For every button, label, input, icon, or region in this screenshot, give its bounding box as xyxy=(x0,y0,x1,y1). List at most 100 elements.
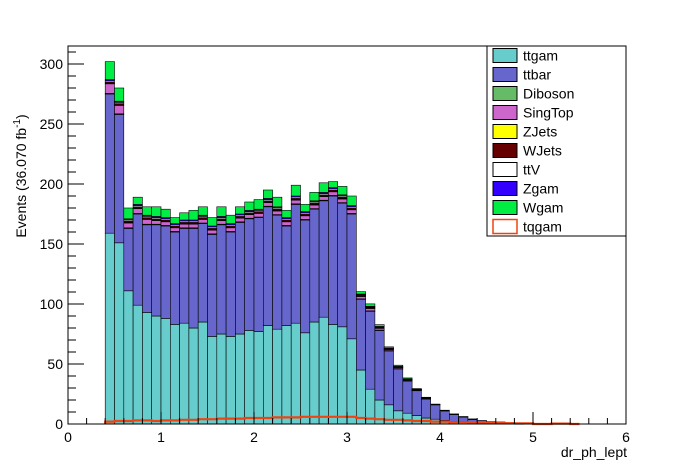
x-axis-title: dr_ph_lept xyxy=(561,444,627,460)
bar-wgam-6 xyxy=(160,208,171,218)
legend-label-ttgam: ttgam xyxy=(523,48,558,64)
bar-ttbar-31 xyxy=(393,368,404,412)
bar-ttbar-11 xyxy=(207,234,218,337)
axes: 0 1 2 3 4 5 6 0 50 100 150 200 250 300 xyxy=(40,51,630,445)
legend-label-wjets: WJets xyxy=(523,143,562,159)
bar-wgam-26 xyxy=(346,195,357,206)
y-tick-label: 300 xyxy=(40,56,64,72)
bar-singtop-23 xyxy=(318,196,329,201)
bar-ttbar-32 xyxy=(402,380,413,414)
x-tick-label: 2 xyxy=(250,429,258,445)
bar-wgam-1 xyxy=(114,87,125,102)
bar-singtop-11 xyxy=(207,229,218,235)
bar-ttgam-9 xyxy=(188,327,199,425)
bar-ttbar-29 xyxy=(374,330,385,401)
legend-swatch-singtop xyxy=(492,105,518,120)
bar-wgam-5 xyxy=(151,206,162,217)
bar-singtop-6 xyxy=(160,221,171,226)
bar-singtop-5 xyxy=(151,220,162,225)
legend-label-diboson: Diboson xyxy=(523,86,574,102)
legend-swatch-zjets xyxy=(492,124,518,139)
bar-singtop-12 xyxy=(216,220,227,225)
bar-ttbar-15 xyxy=(244,218,255,331)
bar-singtop-4 xyxy=(142,219,152,225)
bar-wgam-23 xyxy=(318,182,329,193)
bar-ttgam-19 xyxy=(281,325,292,425)
bar-ttbar-28 xyxy=(365,310,376,390)
bar-wgam-38 xyxy=(458,416,469,418)
bar-singtop-3 xyxy=(132,208,143,214)
bar-ttgam-20 xyxy=(290,322,301,425)
bar-wgam-0 xyxy=(104,61,115,80)
bar-ttbar-22 xyxy=(309,208,320,323)
bar-wgam-20 xyxy=(290,184,301,197)
bar-singtop-17 xyxy=(262,202,273,207)
x-tick-label: 3 xyxy=(343,429,351,445)
bar-ttbar-4 xyxy=(142,224,152,313)
bar-singtop-16 xyxy=(253,213,264,218)
bar-wgam-4 xyxy=(142,206,152,216)
bar-ttgam-17 xyxy=(262,325,273,425)
bar-wgam-27 xyxy=(355,291,366,295)
bar-wgam-11 xyxy=(207,217,218,227)
bar-wgam-24 xyxy=(328,181,338,188)
bar-ttgam-24 xyxy=(328,324,338,425)
bar-singtop-8 xyxy=(179,223,190,229)
bar-ttbar-18 xyxy=(272,214,283,330)
bar-ttgam-4 xyxy=(142,312,152,425)
bar-ttbar-27 xyxy=(355,298,366,371)
bar-ttbar-19 xyxy=(281,225,292,326)
bar-wgam-25 xyxy=(337,186,348,196)
bar-singtop-15 xyxy=(244,214,255,219)
bar-singtop-1 xyxy=(114,105,125,115)
bar-ttgam-32 xyxy=(402,412,413,425)
bar-singtop-18 xyxy=(272,210,283,215)
bar-ttgam-5 xyxy=(151,315,162,425)
bar-singtop-10 xyxy=(197,219,208,224)
bar-ttbar-33 xyxy=(411,390,422,416)
bar-ttgam-12 xyxy=(216,333,227,425)
bar-ttbar-21 xyxy=(300,219,311,334)
bar-singtop-20 xyxy=(290,199,301,205)
bar-ttgam-23 xyxy=(318,316,329,425)
bar-wgam-12 xyxy=(216,206,227,217)
bar-ttbar-30 xyxy=(383,350,394,406)
bar-singtop-26 xyxy=(346,209,357,214)
histogram-bars xyxy=(104,61,534,425)
bar-wgam-17 xyxy=(262,189,273,199)
legend-label-tqgam: tqgam xyxy=(523,219,562,235)
bar-ttbar-38 xyxy=(458,416,469,422)
bar-ttgam-21 xyxy=(300,332,311,425)
bar-wgam-16 xyxy=(253,199,264,210)
bar-ttgam-26 xyxy=(346,338,357,425)
legend-label-wgam: Wgam xyxy=(523,200,563,216)
bar-ttbar-34 xyxy=(421,398,431,419)
bar-wgam-29 xyxy=(374,324,385,327)
x-tick-label: 4 xyxy=(436,429,444,445)
bar-wgam-7 xyxy=(170,217,180,224)
bar-ttbar-6 xyxy=(160,225,171,319)
bar-ttgam-6 xyxy=(160,318,171,425)
legend-swatch-zgam xyxy=(492,181,518,196)
bar-ttgam-29 xyxy=(374,399,385,425)
bar-ttbar-0 xyxy=(104,93,115,234)
bar-ttgam-15 xyxy=(244,330,255,425)
bar-singtop-21 xyxy=(300,215,311,220)
bar-ttgam-33 xyxy=(411,415,422,425)
bar-ttbar-36 xyxy=(439,410,450,421)
bar-wgam-18 xyxy=(272,196,283,208)
bar-ttgam-8 xyxy=(179,322,190,425)
bar-ttbar-35 xyxy=(430,404,441,420)
bar-singtop-0 xyxy=(104,83,115,94)
bar-ttgam-0 xyxy=(104,232,115,425)
bar-ttbar-8 xyxy=(179,228,190,324)
bar-singtop-22 xyxy=(309,204,320,209)
bar-singtop-2 xyxy=(123,222,134,229)
bar-ttbar-14 xyxy=(235,222,245,335)
bar-ttgam-27 xyxy=(355,369,366,425)
bar-singtop-24 xyxy=(328,191,338,196)
bar-wgam-15 xyxy=(244,201,255,211)
bar-ttbar-13 xyxy=(225,231,236,337)
legend-label-zgam: Zgam xyxy=(523,181,559,197)
